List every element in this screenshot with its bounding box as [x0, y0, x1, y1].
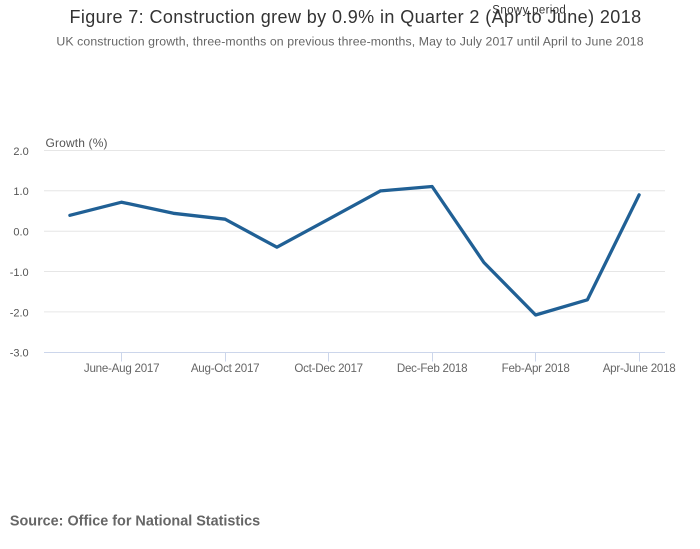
svg-text:-3.0: -3.0 — [10, 348, 29, 360]
svg-text:Source: Office for National St: Source: Office for National Statistics — [10, 514, 260, 530]
svg-text:2.0: 2.0 — [13, 146, 28, 158]
svg-text:-1.0: -1.0 — [10, 267, 29, 279]
svg-text:Dec-Feb 2018: Dec-Feb 2018 — [397, 362, 467, 375]
svg-text:1.0: 1.0 — [13, 186, 28, 198]
svg-text:June-Aug 2017: June-Aug 2017 — [84, 362, 159, 375]
svg-text:Aug-Oct 2017: Aug-Oct 2017 — [191, 362, 260, 375]
svg-text:-2.0: -2.0 — [10, 307, 29, 319]
svg-text:0.0: 0.0 — [13, 227, 28, 239]
svg-text:Growth (%): Growth (%) — [46, 136, 108, 150]
svg-text:Oct-Dec 2017: Oct-Dec 2017 — [294, 362, 363, 375]
svg-text:Figure 7: Construction grew by: Figure 7: Construction grew by 0.9% in Q… — [69, 7, 641, 27]
svg-text:Feb-Apr 2018: Feb-Apr 2018 — [502, 362, 570, 375]
svg-text:Snowy period: Snowy period — [492, 5, 566, 17]
svg-text:Apr-June 2018: Apr-June 2018 — [603, 362, 676, 375]
svg-text:UK construction growth, three-: UK construction growth, three-months on … — [56, 35, 643, 49]
